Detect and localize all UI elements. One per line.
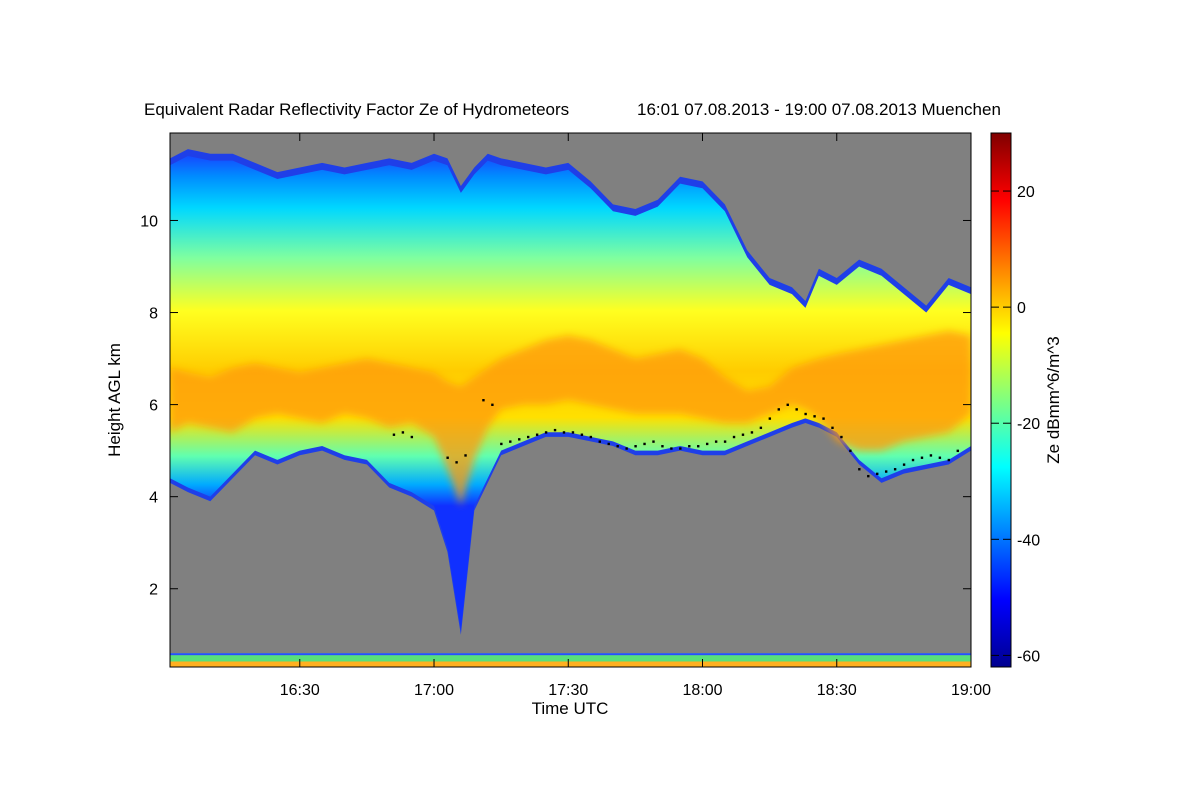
colorbar-tick-label: 20	[1017, 184, 1035, 201]
melting-layer-marker	[697, 445, 700, 448]
x-axis: 16:30 17:00 17:30 18:00 18:30 19:00	[280, 133, 991, 699]
melting-layer-marker	[768, 417, 772, 420]
melting-layer-marker	[679, 447, 682, 450]
melting-layer-marker	[705, 442, 709, 446]
melting-layer-marker	[876, 472, 879, 476]
colorbar-tick-label: -20	[1017, 416, 1040, 433]
melting-layer-marker	[947, 458, 951, 462]
melting-layer-marker	[607, 442, 610, 446]
colorbar-tick-label: -60	[1017, 648, 1040, 665]
melting-layer-marker	[804, 412, 807, 416]
melting-layer-marker	[938, 456, 942, 459]
melting-layer-marker	[446, 456, 449, 459]
melting-layer-marker	[867, 474, 870, 478]
ground-clutter-core	[170, 661, 971, 667]
melting-layer-marker	[786, 403, 789, 407]
melting-layer-marker	[509, 440, 512, 443]
y-tick-label: 2	[149, 582, 158, 599]
melting-layer-marker	[589, 435, 593, 439]
y-tick-label: 6	[149, 398, 158, 415]
melting-layer-marker	[616, 445, 619, 448]
melting-layer-marker	[759, 426, 763, 430]
y-axis-label: Height AGL km	[105, 343, 124, 457]
y-tick-label: 8	[149, 306, 158, 323]
melting-layer-marker	[580, 433, 584, 436]
melting-layer-marker	[535, 433, 539, 436]
melting-layer-marker	[956, 449, 959, 453]
colorbar-tick-label: 0	[1017, 300, 1026, 317]
x-tick-label: 17:00	[414, 682, 454, 699]
x-tick-label: 16:30	[280, 682, 320, 699]
melting-layer-marker	[544, 431, 548, 434]
ground-clutter-edge	[170, 653, 971, 656]
x-tick-label: 17:30	[548, 682, 588, 699]
melting-layer-marker	[464, 454, 467, 457]
melting-layer-marker	[822, 417, 825, 420]
melting-layer-marker	[732, 435, 736, 439]
colorbar-ticks: 20 0 -20 -40 -60	[991, 184, 1040, 665]
melting-layer-marker	[795, 408, 798, 411]
melting-layer-marker	[598, 440, 601, 443]
melting-layer-marker	[500, 442, 503, 446]
melting-layer-marker	[911, 458, 915, 462]
melting-layer-marker	[929, 454, 933, 457]
plot-content	[170, 149, 971, 667]
melting-layer-marker	[553, 428, 557, 432]
melting-layer-marker	[670, 447, 673, 450]
colorbar-tick-label: -40	[1017, 532, 1040, 549]
melting-layer-marker	[750, 431, 754, 434]
melting-layer-marker	[840, 435, 843, 439]
melting-layer-marker	[455, 461, 458, 464]
melting-layer-marker	[410, 435, 414, 439]
plot-frame	[169, 132, 972, 668]
x-tick-label: 19:00	[951, 682, 991, 699]
melting-layer-marker	[893, 468, 897, 471]
melting-layer-marker	[831, 426, 834, 430]
melting-layer-marker	[482, 399, 485, 402]
x-tick-label: 18:00	[682, 682, 722, 699]
melting-layer-marker	[401, 431, 405, 434]
melting-layer-marker	[884, 470, 888, 473]
melting-layer-marker	[813, 415, 816, 418]
y-axis: 2 4 6 8 10	[140, 213, 971, 599]
melting-layer-marker	[518, 438, 521, 441]
melting-layer-marker	[491, 403, 494, 407]
melting-layer-marker	[920, 456, 924, 459]
melting-layer-marker	[849, 449, 852, 453]
colorbar	[990, 132, 1012, 668]
x-tick-label: 18:30	[817, 682, 857, 699]
melting-layer-marker	[634, 445, 637, 448]
y-tick-label: 4	[149, 490, 158, 507]
melting-layer-marker	[643, 442, 646, 446]
melting-layer-marker	[741, 433, 745, 436]
melting-layer-marker	[625, 447, 628, 450]
melting-layer-marker	[858, 468, 861, 471]
melting-layer-marker	[652, 440, 655, 443]
x-axis-label: Time UTC	[532, 699, 609, 718]
melting-layer-marker	[777, 408, 780, 411]
melting-layer-marker	[902, 463, 906, 466]
melting-layer-marker	[562, 431, 566, 434]
melting-layer-marker	[526, 435, 530, 439]
melting-layer-marker	[661, 445, 664, 448]
melting-layer-marker	[723, 440, 727, 443]
melting-layer-marker	[688, 445, 691, 448]
y-tick-label: 10	[140, 213, 158, 230]
chart-title: Equivalent Radar Reflectivity Factor Ze …	[144, 100, 569, 119]
chart-subtitle: 16:01 07.08.2013 - 19:00 07.08.2013 Muen…	[637, 100, 1001, 119]
echo-core	[170, 330, 971, 506]
melting-layer-marker	[571, 431, 575, 434]
melting-layer-marker	[714, 440, 718, 443]
melting-layer-marker	[392, 433, 396, 436]
colorbar-label: Ze dBmm^6/m^3	[1044, 336, 1063, 463]
